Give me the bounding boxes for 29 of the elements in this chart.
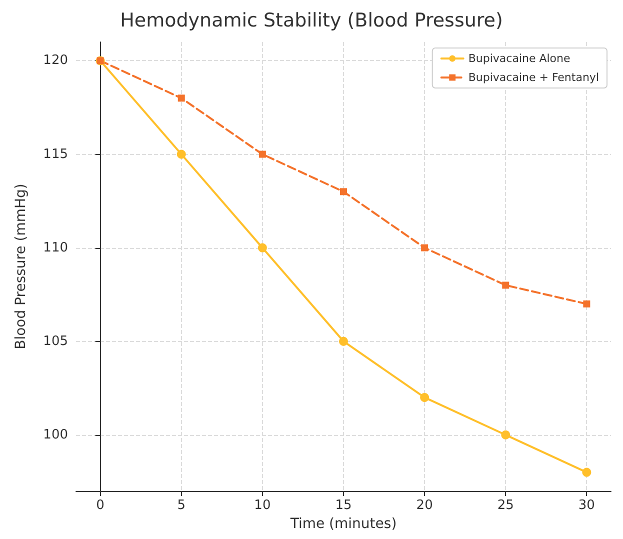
- point: [421, 244, 428, 252]
- point: [258, 150, 266, 158]
- x-tick-label: 30: [578, 498, 595, 513]
- point: [178, 94, 185, 102]
- legend-label: Bupivacaine Alone: [468, 52, 571, 65]
- point: [420, 392, 430, 402]
- x-tick-label: 0: [96, 498, 104, 513]
- point: [340, 188, 347, 196]
- point: [583, 300, 590, 308]
- y-tick-label: 100: [43, 427, 68, 442]
- point: [176, 150, 186, 159]
- point: [502, 282, 510, 289]
- point: [582, 468, 592, 477]
- y-tick-label: 110: [43, 240, 68, 256]
- y-axis-title: Blood Pressure (mmHg): [13, 184, 29, 350]
- point: [339, 336, 348, 346]
- legend-label: Bupivacaine + Fentanyl: [468, 71, 600, 84]
- y-tick-label: 115: [43, 146, 68, 162]
- x-tick-label: 20: [416, 498, 433, 513]
- x-axis-title: Time (minutes): [289, 516, 397, 532]
- chart-title: Hemodynamic Stability (Blood Pressure): [120, 10, 503, 32]
- x-tick-label: 25: [497, 498, 514, 513]
- point: [258, 243, 267, 252]
- x-tick-label: 10: [254, 498, 271, 513]
- x-tick-label: 15: [335, 498, 352, 513]
- y-tick-label: 120: [43, 53, 68, 68]
- point: [501, 430, 510, 440]
- y-tick-label: 105: [43, 334, 68, 349]
- x-tick-label: 5: [177, 498, 186, 513]
